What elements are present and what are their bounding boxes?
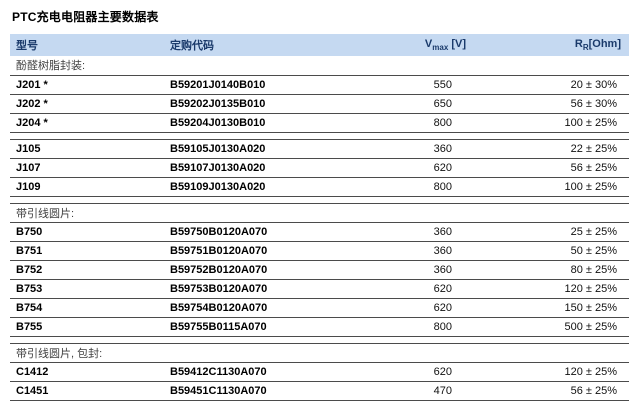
vmax-subscript: max <box>432 43 449 53</box>
table-row: B751 B59751B0120A070 360 50 ± 25% <box>10 241 629 261</box>
section-spacer-row <box>10 132 629 140</box>
vmax-cell: 550 <box>340 75 470 95</box>
vmax-cell: 360 <box>340 241 470 261</box>
section-spacer <box>10 132 629 140</box>
order-code-cell: B59109J0130A020 <box>165 177 340 197</box>
page-title: PTC充电电阻器主要数据表 <box>12 10 159 24</box>
rr-cell: 120 ± 25% <box>470 279 629 299</box>
table-header-row: 型号 定购代码 Vmax [V] RR[Ohm] <box>10 34 629 56</box>
vmax-cell: 800 <box>340 317 470 337</box>
section-spacer-row <box>10 336 629 344</box>
rr-unit: [Ohm] <box>588 37 621 50</box>
vmax-cell: 360 <box>340 260 470 280</box>
model-column-header: 型号 <box>10 34 165 56</box>
rr-cell: 20 ± 30% <box>470 75 629 95</box>
rr-cell: 120 ± 25% <box>470 362 629 382</box>
order-code-cell: B59204J0130B010 <box>165 113 340 133</box>
model-cell: B753 <box>10 279 165 299</box>
section-label-row: 带引线圆片, 包封: <box>10 343 629 363</box>
vmax-column-header: Vmax [V] <box>340 34 470 56</box>
model-cell: J107 <box>10 158 165 178</box>
model-cell: J109 <box>10 177 165 197</box>
model-cell: B755 <box>10 317 165 337</box>
table-row: J201 * B59201J0140B010 550 20 ± 30% <box>10 75 629 95</box>
model-cell: C1451 <box>10 381 165 401</box>
order-code-cell: B59107J0130A020 <box>165 158 340 178</box>
rr-cell: 500 ± 25% <box>470 317 629 337</box>
table-row: B755 B59755B0115A070 800 500 ± 25% <box>10 317 629 337</box>
order-code-cell: B59202J0135B010 <box>165 94 340 114</box>
table-row: J105 B59105J0130A020 360 22 ± 25% <box>10 139 629 159</box>
order-code-cell: B59201J0140B010 <box>165 75 340 95</box>
section-label: 酚醛树脂封装: <box>10 56 629 76</box>
rr-column-header: RR[Ohm] <box>470 34 629 56</box>
vmax-cell: 620 <box>340 158 470 178</box>
section-label-row: 酚醛树脂封装: <box>10 56 629 76</box>
model-cell: J201 * <box>10 75 165 95</box>
section-label-row: 带引线圆片: <box>10 203 629 223</box>
section-spacer-row <box>10 196 629 204</box>
table-row: J202 * B59202J0135B010 650 56 ± 30% <box>10 94 629 114</box>
table-row: C1412 B59412C1130A070 620 120 ± 25% <box>10 362 629 382</box>
rr-cell: 50 ± 25% <box>470 241 629 261</box>
table-row: J109 B59109J0130A020 800 100 ± 25% <box>10 177 629 197</box>
model-cell: B751 <box>10 241 165 261</box>
table-row: J107 B59107J0130A020 620 56 ± 25% <box>10 158 629 178</box>
rr-subscript: R <box>582 43 589 53</box>
table-row: B754 B59754B0120A070 620 150 ± 25% <box>10 298 629 318</box>
table-header: 型号 定购代码 Vmax [V] RR[Ohm] <box>10 34 629 56</box>
order-code-cell: B59754B0120A070 <box>165 298 340 318</box>
model-cell: J204 * <box>10 113 165 133</box>
vmax-cell: 800 <box>340 177 470 197</box>
model-cell: C1412 <box>10 362 165 382</box>
table-row: J204 * B59204J0130B010 800 100 ± 25% <box>10 113 629 133</box>
ptc-data-table: 型号 定购代码 Vmax [V] RR[Ohm] 酚醛树脂封装: J201 * B5… <box>10 34 629 401</box>
rr-cell: 25 ± 25% <box>470 222 629 242</box>
rr-cell: 56 ± 25% <box>470 158 629 178</box>
rr-cell: 56 ± 25% <box>470 381 629 401</box>
vmax-cell: 470 <box>340 381 470 401</box>
rr-cell: 22 ± 25% <box>470 139 629 159</box>
table-body: 酚醛树脂封装: J201 * B59201J0140B010 550 20 ± 30% J… <box>10 56 629 401</box>
section-label: 带引线圆片: <box>10 203 629 223</box>
rr-cell: 80 ± 25% <box>470 260 629 280</box>
vmax-cell: 360 <box>340 222 470 242</box>
section-spacer <box>10 336 629 344</box>
model-cell: J202 * <box>10 94 165 114</box>
order-code-cell: B59412C1130A070 <box>165 362 340 382</box>
rr-cell: 150 ± 25% <box>470 298 629 318</box>
rr-cell: 100 ± 25% <box>470 177 629 197</box>
section-label: 带引线圆片, 包封: <box>10 343 629 363</box>
table-row: B750 B59750B0120A070 360 25 ± 25% <box>10 222 629 242</box>
order-code-cell: B59750B0120A070 <box>165 222 340 242</box>
order-code-cell: B59752B0120A070 <box>165 260 340 280</box>
rr-cell: 56 ± 30% <box>470 94 629 114</box>
model-cell: B750 <box>10 222 165 242</box>
table-row: C1451 B59451C1130A070 470 56 ± 25% <box>10 381 629 401</box>
order-code-cell: B59755B0115A070 <box>165 317 340 337</box>
vmax-cell: 620 <box>340 279 470 299</box>
model-cell: B754 <box>10 298 165 318</box>
order-code-cell: B59751B0120A070 <box>165 241 340 261</box>
rr-symbol: R <box>574 37 583 50</box>
model-cell: B752 <box>10 260 165 280</box>
vmax-cell: 620 <box>340 298 470 318</box>
order-code-column-header: 定购代码 <box>165 34 340 56</box>
order-code-cell: B59105J0130A020 <box>165 139 340 159</box>
vmax-cell: 800 <box>340 113 470 133</box>
section-spacer <box>10 196 629 204</box>
vmax-unit: [V] <box>448 37 466 50</box>
order-code-cell: B59753B0120A070 <box>165 279 340 299</box>
vmax-cell: 650 <box>340 94 470 114</box>
model-cell: J105 <box>10 139 165 159</box>
table-row: B753 B59753B0120A070 620 120 ± 25% <box>10 279 629 299</box>
rr-cell: 100 ± 25% <box>470 113 629 133</box>
order-code-cell: B59451C1130A070 <box>165 381 340 401</box>
vmax-cell: 360 <box>340 139 470 159</box>
table-row: B752 B59752B0120A070 360 80 ± 25% <box>10 260 629 280</box>
vmax-symbol: V <box>424 37 433 50</box>
vmax-cell: 620 <box>340 362 470 382</box>
